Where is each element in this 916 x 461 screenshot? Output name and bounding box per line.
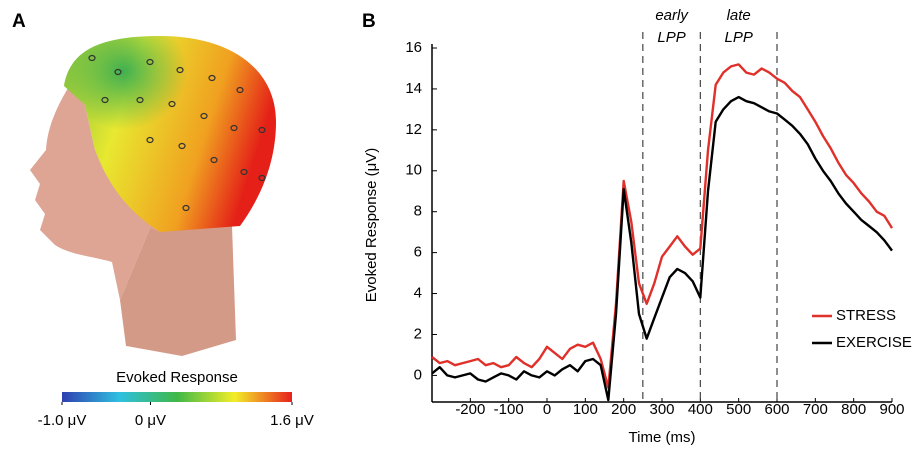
- colorbar: [62, 392, 292, 402]
- annotation: LPP: [724, 29, 752, 46]
- x-tick-label: 500: [726, 401, 751, 418]
- head: [30, 36, 276, 356]
- y-tick-label: 12: [405, 121, 422, 138]
- x-tick-label: 0: [543, 401, 551, 418]
- y-tick-label: 16: [405, 39, 422, 56]
- colorbar-title: Evoked Response: [116, 369, 238, 386]
- panel-label: B: [362, 11, 376, 32]
- x-tick-label: 200: [611, 401, 636, 418]
- x-tick-label: -100: [494, 401, 524, 418]
- y-tick-label: 2: [414, 325, 422, 342]
- y-tick-label: 8: [414, 203, 422, 220]
- y-tick-label: 14: [405, 80, 422, 97]
- annotation: LPP: [657, 29, 685, 46]
- legend-label: EXERCISE: [836, 334, 912, 351]
- x-tick-label: 800: [841, 401, 866, 418]
- legend-label: STRESS: [836, 307, 896, 324]
- colorbar-tick-label: -1.0 μV: [38, 412, 87, 429]
- y-tick-label: 6: [414, 244, 422, 261]
- series-line: [431, 63, 894, 389]
- x-tick-label: 700: [803, 401, 828, 418]
- y-tick-label: 10: [405, 162, 422, 179]
- y-tick-label: 0: [414, 366, 422, 383]
- x-tick-label: 600: [764, 401, 789, 418]
- x-tick-label: 400: [688, 401, 713, 418]
- x-tick-label: 900: [879, 401, 904, 418]
- x-axis-label: Time (ms): [629, 429, 696, 446]
- annotation: late: [727, 7, 751, 24]
- colorbar-tick-label: 1.6 μV: [270, 412, 314, 429]
- series-line: [431, 95, 893, 402]
- x-tick-label: 300: [649, 401, 674, 418]
- y-axis-label: Evoked Response (μV): [363, 148, 380, 303]
- x-tick-label: 100: [573, 401, 598, 418]
- colorbar-tick-label: 0 μV: [135, 412, 166, 429]
- x-tick-label: -200: [455, 401, 485, 418]
- panel-label: A: [12, 11, 26, 32]
- annotation: early: [655, 7, 689, 24]
- y-tick-label: 4: [414, 285, 422, 302]
